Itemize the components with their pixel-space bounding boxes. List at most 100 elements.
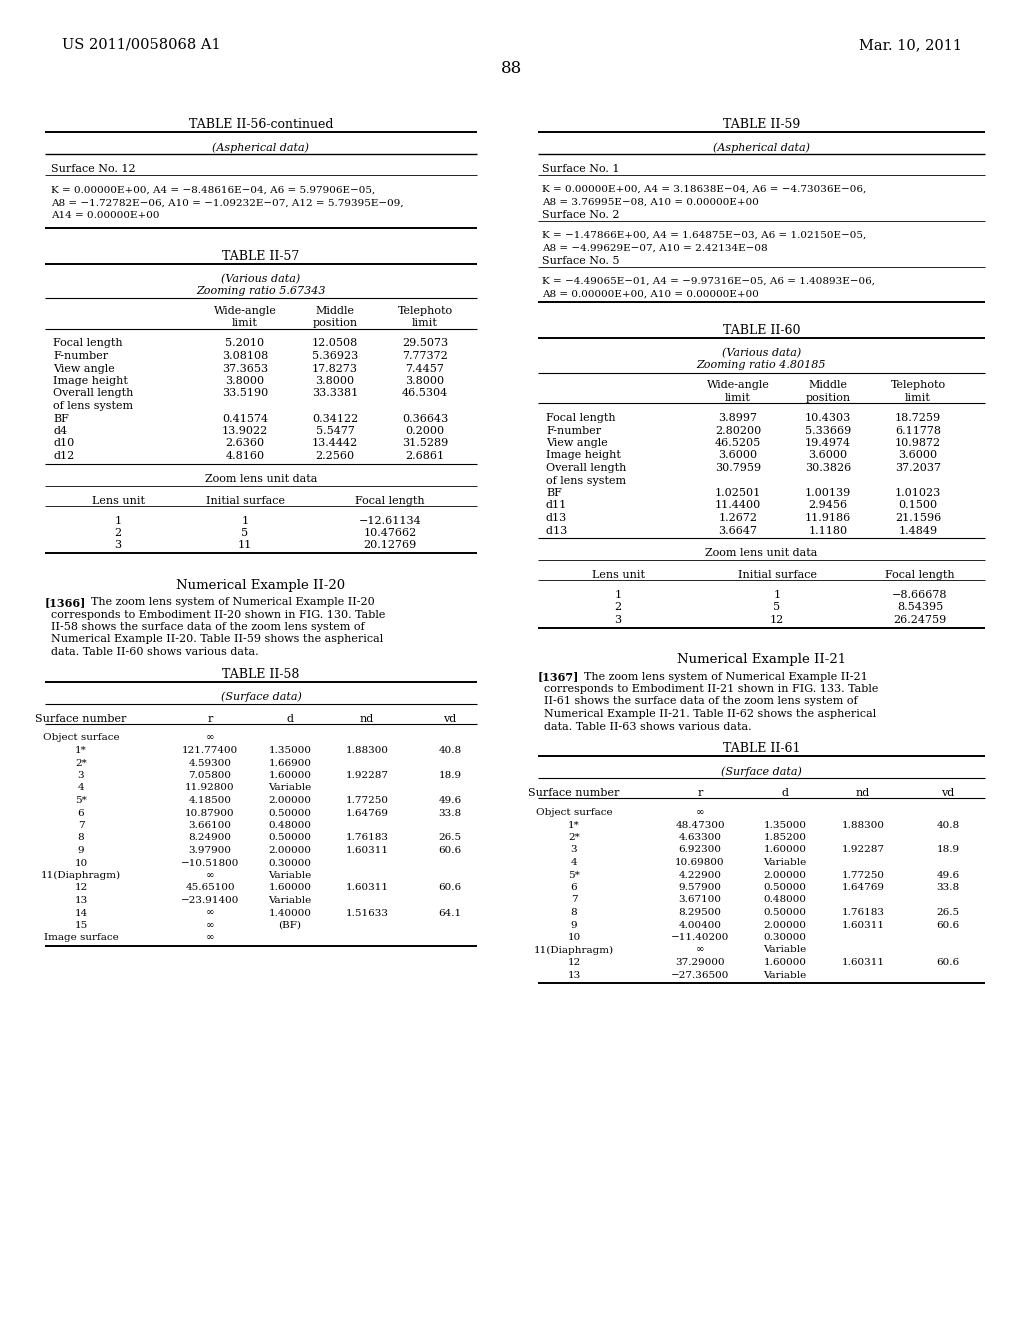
- Text: Variable: Variable: [763, 858, 807, 867]
- Text: 1.64769: 1.64769: [842, 883, 885, 892]
- Text: Wide-angle: Wide-angle: [707, 380, 769, 391]
- Text: 7: 7: [570, 895, 578, 904]
- Text: 10.87900: 10.87900: [185, 808, 234, 817]
- Text: Object surface: Object surface: [43, 734, 120, 742]
- Text: Numerical Example II-21. Table II-62 shows the aspherical: Numerical Example II-21. Table II-62 sho…: [544, 709, 877, 719]
- Text: 29.5073: 29.5073: [402, 338, 449, 348]
- Text: 10: 10: [567, 933, 581, 942]
- Text: 6.11778: 6.11778: [895, 425, 941, 436]
- Text: 40.8: 40.8: [936, 821, 959, 829]
- Text: 10.69800: 10.69800: [675, 858, 725, 867]
- Text: 31.5289: 31.5289: [401, 438, 449, 449]
- Text: 12: 12: [567, 958, 581, 968]
- Text: A8 = 0.00000E+00, A10 = 0.00000E+00: A8 = 0.00000E+00, A10 = 0.00000E+00: [542, 289, 759, 298]
- Text: 1.88300: 1.88300: [345, 746, 388, 755]
- Text: 4.59300: 4.59300: [188, 759, 231, 767]
- Text: 1.76183: 1.76183: [345, 833, 388, 842]
- Text: d10: d10: [53, 438, 75, 449]
- Text: 2.00000: 2.00000: [764, 920, 807, 929]
- Text: 30.7959: 30.7959: [715, 463, 761, 473]
- Text: 0.34122: 0.34122: [312, 413, 358, 424]
- Text: 21.1596: 21.1596: [895, 513, 941, 523]
- Text: 8.24900: 8.24900: [188, 833, 231, 842]
- Text: 4.18500: 4.18500: [188, 796, 231, 805]
- Text: 5.36923: 5.36923: [312, 351, 358, 360]
- Text: 3.8000: 3.8000: [225, 376, 264, 385]
- Text: (BF): (BF): [279, 921, 301, 931]
- Text: 1: 1: [242, 516, 249, 525]
- Text: 26.24759: 26.24759: [893, 615, 946, 624]
- Text: Numerical Example II-20. Table II-59 shows the aspherical: Numerical Example II-20. Table II-59 sho…: [51, 635, 383, 644]
- Text: 1.92287: 1.92287: [842, 846, 885, 854]
- Text: F-number: F-number: [546, 425, 601, 436]
- Text: −10.51800: −10.51800: [181, 858, 240, 867]
- Text: 60.6: 60.6: [936, 920, 959, 929]
- Text: −11.40200: −11.40200: [671, 933, 729, 942]
- Text: 2.6360: 2.6360: [225, 438, 264, 449]
- Text: 5*: 5*: [568, 870, 580, 879]
- Text: −8.66678: −8.66678: [892, 590, 948, 601]
- Text: K = 0.00000E+00, A4 = 3.18638E−04, A6 = −4.73036E−06,: K = 0.00000E+00, A4 = 3.18638E−04, A6 = …: [542, 185, 866, 194]
- Text: 2.00000: 2.00000: [268, 846, 311, 855]
- Text: nd: nd: [856, 788, 870, 799]
- Text: Surface No. 2: Surface No. 2: [542, 210, 620, 220]
- Text: 1.85200: 1.85200: [764, 833, 807, 842]
- Text: 1.51633: 1.51633: [345, 908, 388, 917]
- Text: Numerical Example II-21: Numerical Example II-21: [677, 653, 846, 667]
- Text: 15: 15: [75, 921, 88, 931]
- Text: 4.8160: 4.8160: [225, 451, 264, 461]
- Text: 33.8: 33.8: [438, 808, 462, 817]
- Text: 17.8273: 17.8273: [312, 363, 358, 374]
- Text: 1.77250: 1.77250: [345, 796, 388, 805]
- Text: 60.6: 60.6: [438, 846, 462, 855]
- Text: −23.91400: −23.91400: [181, 896, 240, 906]
- Text: Middle: Middle: [809, 380, 848, 391]
- Text: 5*: 5*: [75, 796, 87, 805]
- Text: 48.47300: 48.47300: [675, 821, 725, 829]
- Text: 3.8000: 3.8000: [406, 376, 444, 385]
- Text: 8.29500: 8.29500: [679, 908, 722, 917]
- Text: 1.60311: 1.60311: [842, 920, 885, 929]
- Text: 3: 3: [570, 846, 578, 854]
- Text: 37.2037: 37.2037: [895, 463, 941, 473]
- Text: A14 = 0.00000E+00: A14 = 0.00000E+00: [51, 211, 160, 220]
- Text: 3.6000: 3.6000: [898, 450, 938, 461]
- Text: Focal length: Focal length: [546, 413, 615, 422]
- Text: TABLE II-56-continued: TABLE II-56-continued: [188, 117, 333, 131]
- Text: 5.5477: 5.5477: [315, 426, 354, 436]
- Text: 2.00000: 2.00000: [764, 870, 807, 879]
- Text: 33.3381: 33.3381: [312, 388, 358, 399]
- Text: 1: 1: [115, 516, 122, 525]
- Text: 9.57900: 9.57900: [679, 883, 722, 892]
- Text: 1.02501: 1.02501: [715, 488, 761, 498]
- Text: 4: 4: [78, 784, 84, 792]
- Text: 11.4400: 11.4400: [715, 500, 761, 511]
- Text: Overall length: Overall length: [53, 388, 133, 399]
- Text: 2: 2: [115, 528, 122, 539]
- Text: US 2011/0058068 A1: US 2011/0058068 A1: [62, 38, 220, 51]
- Text: 0.50000: 0.50000: [764, 908, 807, 917]
- Text: Middle: Middle: [315, 306, 354, 315]
- Text: TABLE II-61: TABLE II-61: [723, 742, 800, 755]
- Text: 1.60000: 1.60000: [764, 958, 807, 968]
- Text: 88: 88: [502, 59, 522, 77]
- Text: (Aspherical data): (Aspherical data): [213, 143, 309, 153]
- Text: Variable: Variable: [268, 871, 311, 880]
- Text: 1.60311: 1.60311: [842, 958, 885, 968]
- Text: (Surface data): (Surface data): [220, 692, 301, 702]
- Text: 7.05800: 7.05800: [188, 771, 231, 780]
- Text: 13: 13: [567, 970, 581, 979]
- Text: 1.60311: 1.60311: [345, 883, 388, 892]
- Text: nd: nd: [359, 714, 374, 723]
- Text: 45.65100: 45.65100: [185, 883, 234, 892]
- Text: Lens unit: Lens unit: [592, 570, 644, 579]
- Text: 49.6: 49.6: [936, 870, 959, 879]
- Text: 6: 6: [570, 883, 578, 892]
- Text: The zoom lens system of Numerical Example II-20: The zoom lens system of Numerical Exampl…: [91, 597, 375, 607]
- Text: Zoom lens unit data: Zoom lens unit data: [706, 548, 818, 558]
- Text: 0.36643: 0.36643: [401, 413, 449, 424]
- Text: 11.92800: 11.92800: [185, 784, 234, 792]
- Text: 1.64769: 1.64769: [345, 808, 388, 817]
- Text: 1.00139: 1.00139: [805, 488, 851, 498]
- Text: 10.47662: 10.47662: [364, 528, 417, 539]
